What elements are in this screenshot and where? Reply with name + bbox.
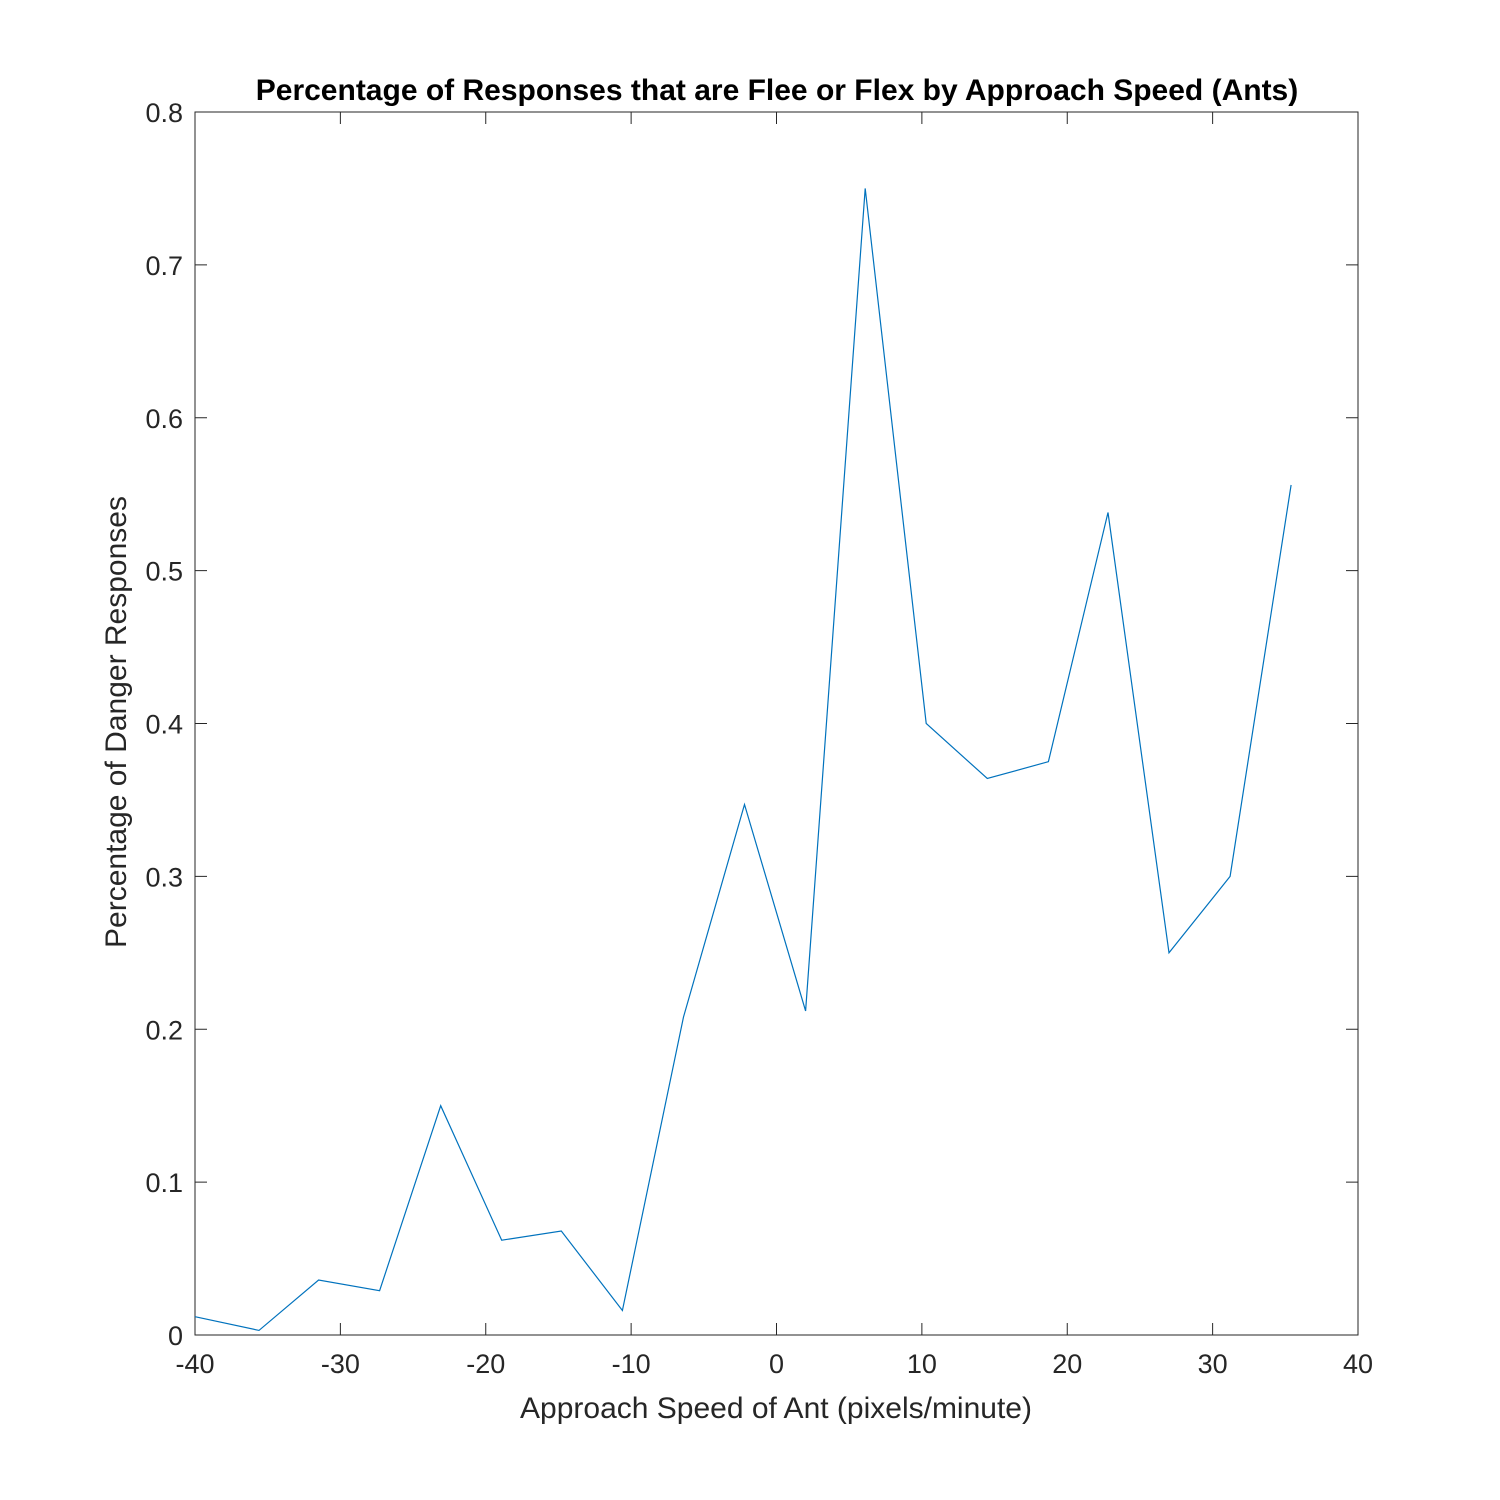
chart-title: Percentage of Responses that are Flee or… (256, 74, 1299, 107)
x-tick-label: 40 (1343, 1349, 1373, 1379)
x-tick-label: -40 (175, 1349, 214, 1379)
plot-area (194, 111, 1359, 1336)
x-tick-label: -30 (321, 1349, 360, 1379)
y-tick-label: 0.7 (145, 251, 183, 281)
ticks (194, 111, 1359, 1336)
tick-labels: -40 -30 -20 -10 0 10 20 30 40 0 0.1 0.2 0.3 0.4 0.5 0.6… (145, 98, 1373, 1379)
series-line (194, 188, 1292, 1332)
x-tick-label: 20 (1052, 1349, 1082, 1379)
y-tick-label: 0 (168, 1321, 183, 1351)
y-tick-label: 0.8 (145, 98, 183, 128)
y-tick-label: 0.6 (145, 404, 183, 434)
x-tick-label: 30 (1198, 1349, 1228, 1379)
y-tick-label: 0.2 (145, 1015, 183, 1045)
y-axis-label: Percentage of Danger Responses (100, 496, 133, 948)
y-tick-label: 0.1 (145, 1168, 183, 1198)
x-axis-label: Approach Speed of Ant (pixels/minute) (520, 1392, 1032, 1425)
y-tick-label: 0.5 (145, 557, 183, 587)
x-tick-label: -20 (466, 1349, 505, 1379)
series-layer (194, 188, 1292, 1332)
x-tick-label: 10 (907, 1349, 937, 1379)
x-tick-label: -10 (612, 1349, 651, 1379)
y-tick-label: 0.3 (145, 862, 183, 892)
x-tick-label: 0 (769, 1349, 784, 1379)
y-tick-label: 0.4 (145, 710, 183, 740)
